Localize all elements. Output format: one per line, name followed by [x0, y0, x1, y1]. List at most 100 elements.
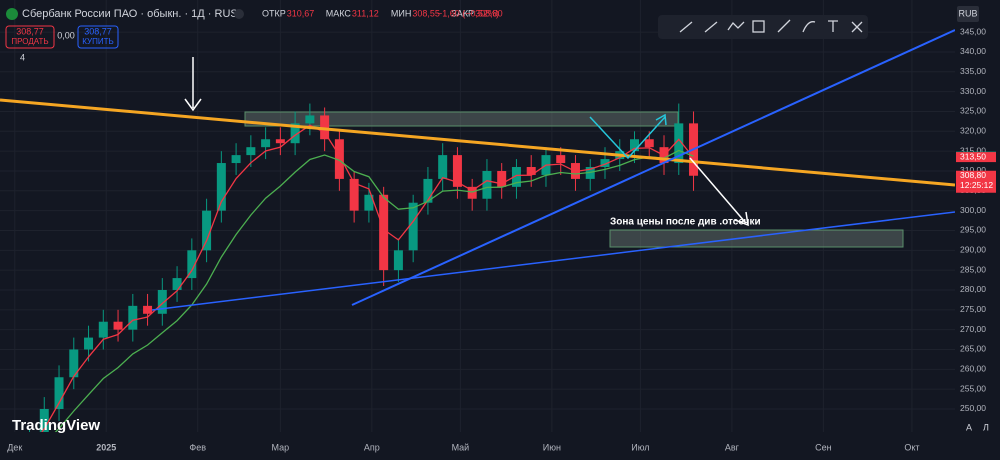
y-tick-label: 315,00 [960, 145, 986, 155]
candle-body [157, 289, 167, 314]
trend-line [351, 29, 955, 306]
buy-button[interactable] [77, 25, 119, 49]
spread: 0,00 [57, 30, 75, 40]
x-tick-label: Сен [815, 442, 832, 452]
price-label: 313,50 [960, 151, 986, 161]
candle-body [497, 170, 507, 187]
y-tick-label: 290,00 [960, 245, 986, 255]
x-tick-label: Май [452, 442, 470, 452]
ohlc-key: МАКС [326, 8, 352, 18]
logo [6, 8, 18, 20]
candle-body [600, 159, 610, 168]
drawing-toolbar [658, 15, 868, 39]
zone-box [609, 229, 904, 248]
x-tick-label: Авг [725, 442, 740, 452]
y-tick-label: 285,00 [960, 264, 986, 274]
candle-body [202, 210, 212, 251]
candles [29, 103, 699, 432]
buy-label: КУПИТЬ [82, 37, 113, 46]
y-tick-label: 335,00 [960, 66, 986, 76]
y-tick-label: 260,00 [960, 364, 986, 374]
currency: RUB [958, 8, 977, 18]
ohlc-key: ОТКР [262, 8, 286, 18]
candle-body [98, 321, 108, 338]
price-label-box [956, 152, 996, 163]
trend-line [0, 98, 955, 187]
candle-body [172, 278, 182, 290]
annotation: Зона цены после див .отсечки [610, 217, 761, 228]
sell-price: 308,77 [16, 26, 44, 36]
candle-body [39, 408, 49, 432]
log-scale[interactable]: Л [983, 422, 989, 432]
y-tick-label: 275,00 [960, 304, 986, 314]
candle-body [305, 115, 315, 124]
symbol-title: Сбербанк России ПАО · обыкн. · 1Д · RUS [22, 8, 238, 20]
ma-slow [54, 149, 694, 432]
candle-body [364, 194, 374, 211]
moving-averages [41, 124, 695, 432]
x-tick-label: 2025 [96, 442, 116, 452]
ma-fast [41, 124, 695, 432]
x-tick-label: Июн [543, 442, 561, 452]
candle-body [482, 170, 492, 199]
x-tick-label: Июл [631, 442, 649, 452]
arrow [689, 157, 749, 227]
buy-price: 308,77 [84, 26, 112, 36]
candle-body [423, 178, 433, 203]
arrow [589, 113, 667, 160]
y-tick-label: 270,00 [960, 324, 986, 334]
sell-label: ПРОДАТЬ [11, 37, 48, 46]
x-tick-label: Фев [189, 442, 206, 452]
candle-body [320, 115, 330, 140]
zone-box [244, 111, 679, 127]
y-tick-label: 345,00 [960, 26, 986, 36]
candle-body [54, 377, 64, 409]
change: −1,60 (−0,52%) [437, 8, 499, 18]
candle-body [69, 349, 79, 378]
sell-button[interactable] [5, 25, 55, 49]
ohlc-key: МИН [391, 8, 411, 18]
ohlc: ОТКР 310,67 МАКС 311,12 МИН 308,55 ЗАКР 308,80 [262, 8, 503, 18]
trend-line [151, 211, 955, 311]
x-tick-label: Окт [904, 442, 919, 452]
candle-body [261, 139, 271, 148]
candle-body [143, 305, 153, 314]
candle-body [467, 186, 477, 199]
y-tick-label: 300,00 [960, 205, 986, 215]
ohlc-value: 311,12 [352, 8, 379, 18]
price-label-time: 12:25:12 [960, 180, 993, 190]
candle-body [556, 155, 566, 164]
candle-body [511, 167, 521, 187]
y-tick-label: 295,00 [960, 225, 986, 235]
ohlc-value: 308,55 [412, 8, 440, 18]
candle-body [349, 178, 359, 211]
x-tick-label: Дек [7, 442, 22, 452]
auto-scale[interactable]: A [966, 422, 972, 432]
candle-body [674, 123, 684, 164]
candle-body [275, 139, 285, 144]
candle-body [408, 202, 418, 251]
x-tick-label: Мар [272, 442, 290, 452]
currency-box[interactable] [957, 6, 979, 22]
indicator-count[interactable]: 4 [20, 52, 25, 62]
y-tick-label: 320,00 [960, 126, 986, 136]
candle-body [246, 147, 256, 156]
candle-body [216, 163, 226, 211]
y-tick-label: 340,00 [960, 46, 986, 56]
candle-body [113, 321, 123, 330]
price-axis: 250,00 255,00 260,00 265,00 270,00 275,00 280,… [956, 26, 996, 413]
candle-body [438, 155, 448, 179]
candle-body [379, 194, 389, 271]
y-tick-label: 325,00 [960, 106, 986, 116]
y-tick-label: 310,00 [960, 165, 986, 175]
brand: TradingView [12, 417, 100, 434]
candle-body [452, 155, 462, 187]
status [234, 9, 244, 19]
y-tick-label: 330,00 [960, 86, 986, 96]
candle-body [644, 139, 654, 148]
candle-body [630, 139, 640, 152]
toolbar-icons[interactable] [679, 19, 863, 33]
price-label: 308,80 [960, 170, 986, 180]
price-label-box [956, 170, 996, 193]
time-axis: Дек 2025 Фев Мар Апр Май Июн Июл Авг Сен Окт [7, 442, 919, 452]
